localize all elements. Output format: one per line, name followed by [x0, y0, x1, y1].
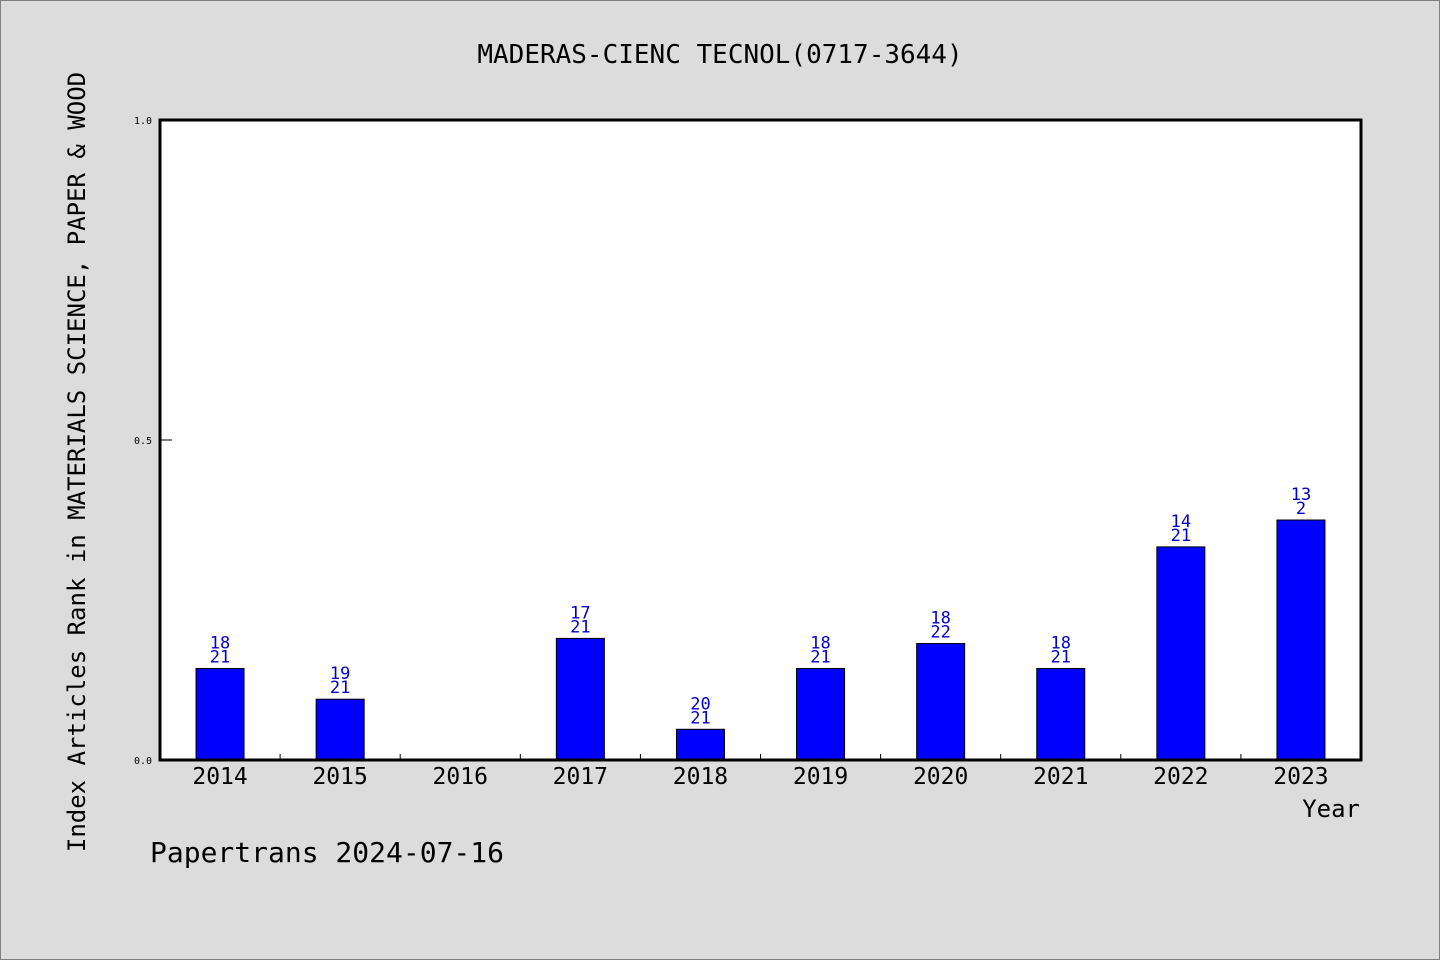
total-label-2014: 21	[210, 647, 230, 667]
x-tick-label-2014: 2014	[192, 764, 247, 790]
rank-label-2022: 14	[1171, 512, 1191, 532]
x-tick-label-2015: 2015	[312, 764, 367, 790]
rank-label-2018: 20	[690, 694, 710, 714]
x-tick-label-2016: 2016	[433, 764, 488, 790]
bar-2021	[1036, 667, 1086, 761]
y-tick-label: 1.0	[134, 116, 152, 127]
x-tick-label-2022: 2022	[1153, 764, 1208, 790]
total-label-2019: 21	[810, 647, 830, 667]
x-tick-label-2019: 2019	[793, 764, 848, 790]
x-tick-label-2023: 2023	[1273, 764, 1328, 790]
x-axis-label: Year	[1302, 795, 1360, 823]
x-tick-label-2018: 2018	[673, 764, 728, 790]
y-tick-label: 0.0	[134, 756, 152, 767]
x-tick-label-2021: 2021	[1033, 764, 1088, 790]
bar-2018	[675, 728, 725, 761]
rank-label-2020: 18	[930, 609, 950, 629]
bar-2014	[195, 667, 245, 761]
total-label-2023: 2	[1296, 499, 1306, 519]
total-label-2022: 21	[1171, 526, 1191, 546]
x-tick-label-2017: 2017	[553, 764, 608, 790]
rank-label-2017: 17	[570, 603, 590, 623]
plot-border	[158, 118, 1363, 762]
total-label-2015: 21	[330, 678, 350, 698]
chart-title: MADERAS-CIENC TECNOL(0717-3644)	[477, 40, 962, 70]
bars-group	[195, 519, 1326, 761]
rank-label-2015: 19	[330, 664, 350, 684]
rank-label-2019: 18	[810, 633, 830, 653]
bar-2020	[916, 643, 966, 761]
rank-label-2021: 18	[1051, 633, 1071, 653]
bar-2022	[1156, 546, 1206, 761]
y-tick-label: 0.5	[134, 436, 152, 447]
bar-2023	[1276, 519, 1326, 761]
y-axis-label: Index Articles Rank in MATERIALS SCIENCE…	[63, 72, 91, 852]
x-tick-label-2020: 2020	[913, 764, 968, 790]
bar-2019	[796, 667, 846, 761]
bar-2017	[555, 637, 605, 761]
rank-label-2014: 18	[210, 633, 230, 653]
total-label-2020: 22	[930, 623, 950, 643]
x-ticks-group: 2014 2015 2016 2017 2018 2019 2020 2021 2022 2023	[192, 754, 1329, 790]
bar-2015	[315, 698, 365, 761]
total-label-2018: 21	[690, 708, 710, 728]
total-label-2021: 21	[1051, 647, 1071, 667]
footer-credit: Papertrans 2024-07-16	[150, 836, 504, 869]
total-label-2017: 21	[570, 617, 590, 637]
rank-label-2023: 13	[1291, 485, 1311, 505]
